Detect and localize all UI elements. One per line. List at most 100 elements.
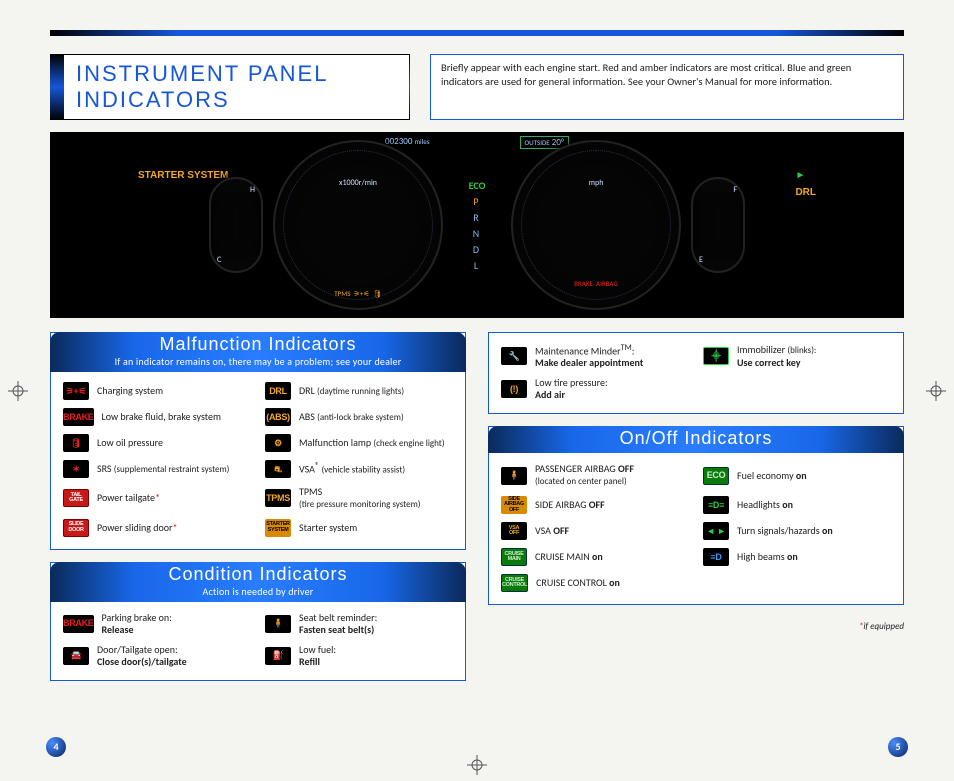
indicator-icon: BRAKE	[63, 408, 94, 426]
indicator-item: ⛽ Low fuel:Refill	[265, 644, 453, 668]
indicator-item: ⸎ Immobilizer (blinks):Use correct key	[703, 343, 891, 369]
indicator-label: Power sliding door*	[97, 522, 178, 534]
temp-gauge: C H	[209, 177, 263, 273]
registration-mark-right	[926, 381, 946, 401]
prndl: P	[473, 195, 480, 208]
indicator-icon: ✶	[63, 460, 89, 478]
intro-text: Briefly appear with each engine start. R…	[430, 54, 904, 120]
indicator-label: Low fuel:Refill	[299, 644, 336, 668]
indicator-label: TPMS(tire pressure monitoring system)	[299, 486, 421, 511]
indicator-item: BRAKE Parking brake on:Release	[63, 612, 251, 636]
fuel-gauge: E F	[691, 177, 745, 273]
indicator-icon: STARTERSYSTEM	[265, 519, 291, 537]
indicator-item: ⚞+⚟ Charging system	[63, 382, 251, 400]
malfunction-title: Malfunction Indicators	[56, 334, 460, 355]
indicator-item: CRUISECONTROL CRUISE CONTROL on	[501, 574, 689, 592]
indicator-label: VSA OFF	[535, 525, 569, 537]
indicator-icon: BRAKE	[63, 615, 94, 633]
indicator-item: SLIDEDOOR Power sliding door*	[63, 519, 251, 537]
indicator-label: CRUISE CONTROL on	[536, 577, 620, 589]
indicator-item: 🧍 Seat belt reminder:Fasten seat belt(s)	[265, 612, 453, 636]
indicator-item: ≡D≡ Headlights on	[703, 496, 891, 514]
indicator-item: VSAOFF VSA OFF	[501, 522, 689, 540]
indicator-label: SIDE AIRBAG OFF	[535, 499, 605, 511]
indicator-item: TPMS TPMS(tire pressure monitoring syste…	[265, 486, 453, 511]
indicator-item: ⚙ Malfunction lamp (check engine light)	[265, 434, 453, 452]
indicator-label: Seat belt reminder:Fasten seat belt(s)	[299, 612, 377, 636]
indicator-icon: ≡D	[703, 548, 729, 566]
indicator-icon: 🧍	[265, 615, 291, 633]
indicator-item: 🚘 Door/Tailgate open:Close door(s)/tailg…	[63, 644, 251, 668]
eco-led: ECO	[469, 179, 486, 192]
indicator-icon: VSAOFF	[501, 522, 527, 540]
indicator-icon: SIDEAIRBAGOFF	[501, 496, 527, 514]
center-column: ECO P RNDL	[449, 179, 505, 272]
page-title: INSTRUMENT PANEL INDICATORS	[76, 61, 397, 113]
indicator-label: Headlights on	[737, 499, 793, 511]
indicator-label: High beams on	[737, 551, 798, 563]
indicator-label: Door/Tailgate open:Close door(s)/tailgat…	[97, 644, 187, 668]
page-number-left: 4	[46, 737, 66, 757]
indicator-icon: TAILGATE	[63, 489, 89, 507]
indicator-icon: ⚙	[265, 434, 291, 452]
indicator-label: Power tailgate*	[97, 492, 160, 504]
indicator-icon: 🧍	[501, 467, 527, 485]
indicator-item: 🛢 Low oil pressure	[63, 434, 251, 452]
indicator-label: SRS (supplemental restraint system)	[97, 463, 229, 476]
indicator-icon: 🚘	[63, 647, 89, 665]
indicator-item: ≡D High beams on	[703, 548, 891, 566]
indicator-label: Maintenance MinderTM:Make dealer appoint…	[535, 343, 643, 369]
indicator-label: Low tire pressure:Add air	[535, 377, 608, 401]
maintenance-panel: 🔧 Maintenance MinderTM:Make dealer appoi…	[488, 332, 904, 414]
indicator-icon: CRUISECONTROL	[501, 574, 528, 592]
indicator-item: SIDEAIRBAGOFF SIDE AIRBAG OFF	[501, 496, 689, 514]
indicator-icon: ⚞+⚟	[63, 382, 89, 400]
indicator-label: DRL (daytime running lights)	[299, 385, 404, 398]
condition-title: Condition Indicators	[56, 564, 460, 585]
indicator-item: 🧍 PASSENGER AIRBAG OFF(located on center…	[501, 463, 689, 488]
indicator-item: TAILGATE Power tailgate*	[63, 486, 251, 511]
indicator-icon: 🛢	[63, 434, 89, 452]
indicator-label: Low oil pressure	[97, 437, 163, 449]
top-accent-rule	[50, 30, 904, 36]
indicator-item: ⛐ VSA® (vehicle stability assist)	[265, 460, 453, 478]
green-arrow-right: ►	[792, 170, 808, 181]
malfunction-subtitle: If an indicator remains on, there may be…	[56, 355, 460, 368]
tachometer: x1000r/min TPMS ⚞+⚟ 🛢	[273, 140, 443, 310]
indicator-icon: ⛽	[265, 647, 291, 665]
registration-mark-left	[8, 381, 28, 401]
page-number-right: 5	[888, 737, 908, 757]
indicator-label: Charging system	[97, 385, 163, 397]
indicator-item: STARTERSYSTEM Starter system	[265, 519, 453, 537]
onoff-title: On/Off Indicators	[494, 428, 898, 449]
indicator-item: CRUISEMAIN CRUISE MAIN on	[501, 548, 689, 566]
led-drl: DRL	[792, 187, 819, 198]
indicator-label: ABS (anti-lock brake system)	[299, 411, 404, 424]
indicator-label: Low brake fluid, brake system	[102, 411, 221, 423]
indicator-icon: ECO	[703, 467, 729, 485]
indicator-item: (!) Low tire pressure:Add air	[501, 377, 689, 401]
indicator-label: Starter system	[299, 522, 357, 534]
indicator-item: ECO Fuel economy on	[703, 463, 891, 488]
indicator-icon: ≡D≡	[703, 496, 729, 514]
indicator-icon: ◄ ►	[703, 522, 729, 540]
condition-subtitle: Action is needed by driver	[56, 585, 460, 598]
onoff-panel: On/Off Indicators 🧍 PASSENGER AIRBAG OFF…	[488, 426, 904, 605]
indicator-label: Immobilizer (blinks):Use correct key	[737, 344, 816, 369]
indicator-item: (ABS) ABS (anti-lock brake system)	[265, 408, 453, 426]
indicator-item: DRL DRL (daytime running lights)	[265, 382, 453, 400]
malfunction-panel: Malfunction Indicators If an indicator r…	[50, 332, 466, 550]
indicator-icon: ⛐	[265, 460, 291, 478]
indicator-item: ✶ SRS (supplemental restraint system)	[63, 460, 251, 478]
indicator-label: Malfunction lamp (check engine light)	[299, 437, 445, 450]
indicator-item: ◄ ► Turn signals/hazards on	[703, 522, 891, 540]
indicator-icon: SLIDEDOOR	[63, 519, 89, 537]
indicator-label: VSA® (vehicle stability assist)	[299, 461, 405, 476]
title-box: INSTRUMENT PANEL INDICATORS	[50, 54, 410, 120]
header-row: INSTRUMENT PANEL INDICATORS Briefly appe…	[50, 54, 904, 120]
speedometer: mph BRAKE AIRBAG	[511, 140, 681, 310]
indicator-label: Parking brake on:Release	[102, 612, 172, 636]
indicator-item: 🔧 Maintenance MinderTM:Make dealer appoi…	[501, 343, 689, 369]
indicator-icon: (!)	[501, 380, 527, 398]
indicator-icon: 🔧	[501, 347, 527, 365]
